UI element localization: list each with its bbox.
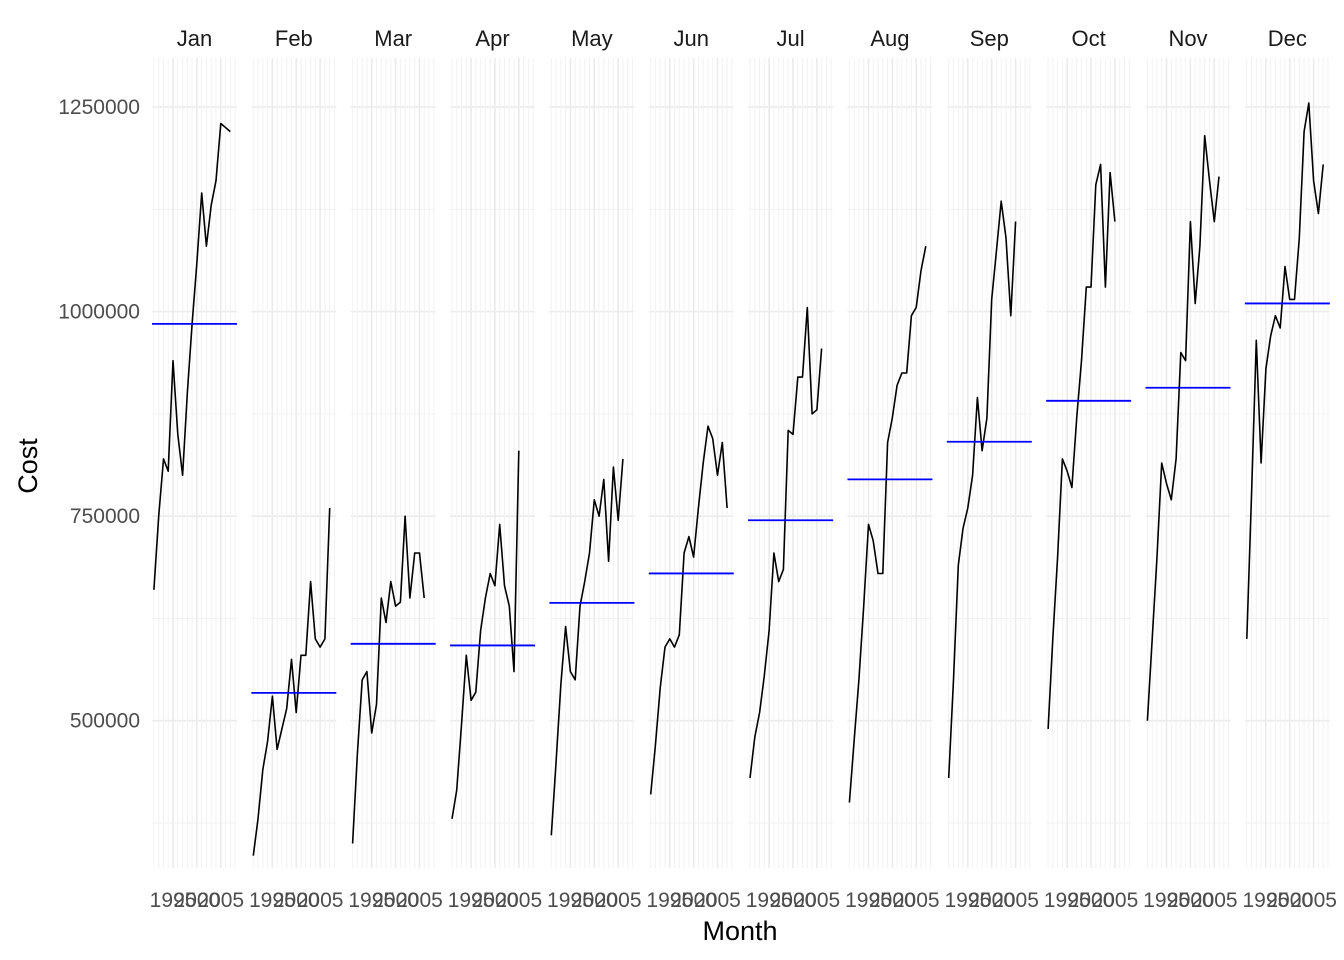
y-tick-label: 1000000 — [58, 301, 140, 324]
panel-backgrounds — [152, 58, 1330, 868]
x-tick-label: 2000 — [968, 889, 1015, 912]
x-tick-label: 1995 — [547, 889, 594, 912]
facet-title-dec: Dec — [1268, 26, 1307, 51]
facet-title-sep: Sep — [970, 26, 1009, 51]
facet-title-feb: Feb — [275, 26, 313, 51]
x-tick-label: 2000 — [472, 889, 519, 912]
x-axis-title: Month — [702, 916, 777, 946]
facet-panel-may — [549, 58, 635, 868]
x-tick-label: 2005 — [893, 889, 940, 912]
series-line-nov — [1146, 134, 1220, 721]
series-line-aug — [848, 246, 927, 803]
x-tick-label: 2005 — [1191, 889, 1238, 912]
x-tick-label: 1995 — [1143, 889, 1190, 912]
series-line-jul — [749, 306, 823, 779]
x-tick-label: 1995 — [348, 889, 395, 912]
x-tick-label: 2005 — [297, 889, 344, 912]
x-tick-label: 1995 — [150, 889, 197, 912]
facet-panel-feb — [251, 58, 337, 868]
facet-titles: Jan Feb Mar Apr May Jun Jul Aug Sep Oct Nov Dec — [177, 26, 1307, 51]
x-tick-label: 1995 — [448, 889, 495, 912]
facet-panel-mar — [350, 58, 436, 868]
x-tick-label: 2000 — [869, 889, 916, 912]
x-tick-label: 2005 — [694, 889, 741, 912]
x-tick-label: 2005 — [396, 889, 443, 912]
x-tick-label: 2000 — [770, 889, 817, 912]
facet-title-oct: Oct — [1072, 26, 1106, 51]
facet-panel-apr — [450, 58, 536, 868]
y-axis-ticks: 500000 750000 1000000 1250000 — [58, 96, 140, 733]
series-line-dec — [1246, 102, 1324, 639]
x-tick-label: 1995 — [646, 889, 693, 912]
x-tick-label: 2000 — [174, 889, 221, 912]
series-line-apr — [451, 450, 520, 820]
y-axis-title: Cost — [13, 438, 43, 494]
series-line-oct — [1047, 163, 1116, 729]
series-line-sep — [947, 200, 1017, 779]
facet-panel-dec — [1244, 58, 1330, 868]
data-lines — [153, 102, 1324, 856]
x-tick-label: 1995 — [944, 889, 991, 912]
facet-title-aug: Aug — [870, 26, 909, 51]
y-tick-label: 500000 — [70, 710, 140, 733]
facet-title-jun: Jun — [674, 26, 709, 51]
x-tick-label: 2005 — [495, 889, 542, 912]
gridlines — [152, 58, 1330, 868]
facet-title-nov: Nov — [1168, 26, 1207, 51]
facet-title-apr: Apr — [475, 26, 509, 51]
y-tick-label: 1250000 — [58, 96, 140, 119]
facet-title-jul: Jul — [777, 26, 805, 51]
x-tick-label: 2000 — [1167, 889, 1214, 912]
x-tick-label: 1995 — [845, 889, 892, 912]
facet-panel-jan — [152, 58, 237, 868]
facet-title-mar: Mar — [374, 26, 412, 51]
series-line-feb — [252, 507, 331, 856]
x-tick-label: 1995 — [746, 889, 793, 912]
x-tick-label: 2000 — [1266, 889, 1313, 912]
series-line-jun — [649, 425, 728, 795]
x-tick-label: 1995 — [1243, 889, 1290, 912]
y-tick-label: 750000 — [70, 505, 140, 528]
x-tick-label: 2005 — [197, 889, 244, 912]
facet-panel-aug — [847, 58, 933, 868]
x-tick-label: 2005 — [794, 889, 841, 912]
facet-panel-jul — [748, 58, 834, 868]
x-tick-label: 2005 — [595, 889, 642, 912]
facet-panel-nov — [1145, 58, 1231, 868]
facet-title-jan: Jan — [177, 26, 212, 51]
x-tick-label: 2005 — [1290, 889, 1337, 912]
x-tick-label: 2000 — [571, 889, 618, 912]
x-tick-label: 1995 — [249, 889, 296, 912]
x-tick-label: 1995 — [1044, 889, 1091, 912]
facet-panel-jun — [648, 58, 734, 868]
mean-lines — [152, 302, 1330, 694]
facet-title-may: May — [571, 26, 613, 51]
series-line-mar — [351, 515, 425, 844]
x-tick-label: 2000 — [670, 889, 717, 912]
series-line-may — [550, 458, 624, 836]
x-tick-label: 2000 — [273, 889, 320, 912]
x-tick-label: 2000 — [372, 889, 419, 912]
x-tick-label: 2005 — [992, 889, 1039, 912]
facet-panel-oct — [1046, 58, 1132, 868]
x-tick-label: 2005 — [1092, 889, 1139, 912]
x-tick-label: 2000 — [1068, 889, 1115, 912]
facet-panel-sep — [946, 58, 1032, 868]
